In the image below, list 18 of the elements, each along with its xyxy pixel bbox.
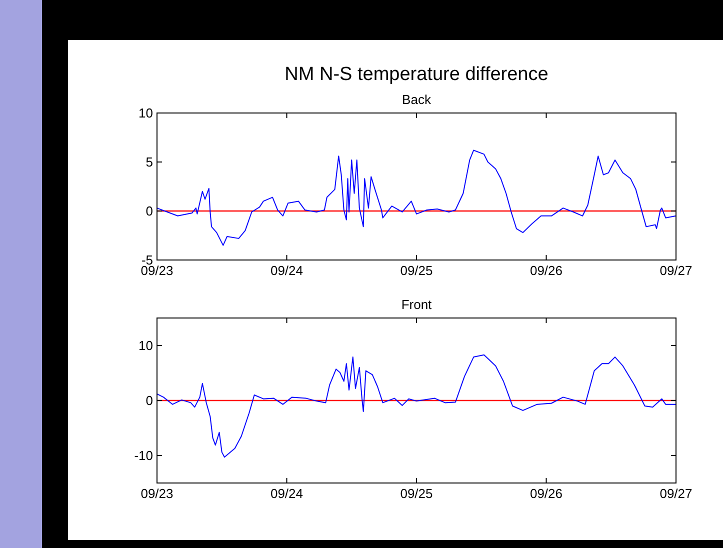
x-tick-label: 09/27 <box>660 486 692 501</box>
y-tick-label: 5 <box>146 154 153 170</box>
x-tick-label: 09/26 <box>530 263 563 278</box>
x-tick-label: 09/27 <box>660 263 692 278</box>
x-tick-label: 09/25 <box>400 486 433 501</box>
chart-title: NM N-S temperature difference <box>284 64 548 85</box>
x-tick-label: 09/24 <box>270 263 304 278</box>
x-tick-label: 09/23 <box>140 486 174 501</box>
y-tick-label: -10 <box>134 448 153 463</box>
x-tick-label: 09/26 <box>530 486 563 501</box>
y-tick-label: 0 <box>146 204 153 218</box>
x-tick-label: 09/24 <box>270 486 304 501</box>
chart-subtitle: Back <box>402 92 432 107</box>
y-tick-label: 10 <box>138 338 153 353</box>
chart-title: Front <box>401 297 432 312</box>
y-tick-label: 0 <box>146 393 153 408</box>
y-tick-label: 10 <box>138 106 153 120</box>
x-tick-label: 09/25 <box>400 263 433 278</box>
